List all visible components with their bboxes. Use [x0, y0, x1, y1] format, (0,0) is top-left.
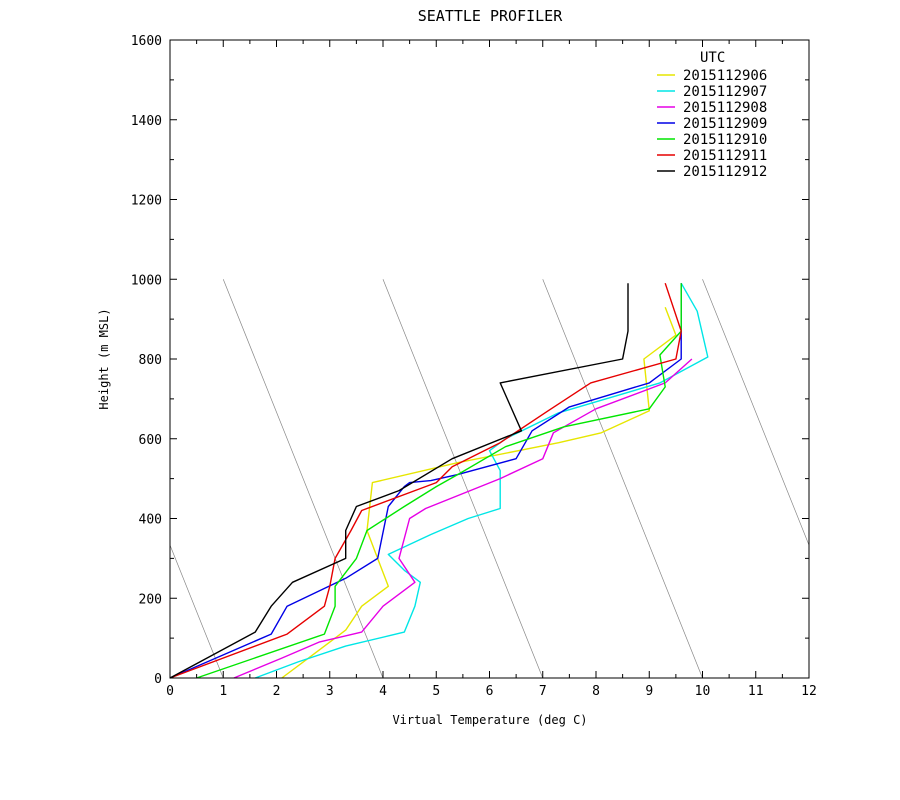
x-tick-label: 10	[695, 684, 711, 699]
legend-title: UTC	[700, 50, 725, 66]
x-tick-label: 8	[592, 684, 600, 699]
legend-label: 2015112906	[683, 68, 767, 84]
x-tick-label: 2	[273, 684, 281, 699]
y-tick-label: 800	[139, 353, 162, 368]
series-line-2015112911	[169, 282, 682, 679]
x-tick-label: 3	[326, 684, 334, 699]
x-tick-label: 4	[379, 684, 387, 699]
series-line-2015112909	[169, 283, 682, 679]
series-line-2015112907	[254, 282, 709, 679]
legend-label: 2015112909	[683, 116, 767, 132]
legend-label: 2015112908	[683, 100, 767, 116]
y-tick-label: 400	[139, 513, 162, 528]
x-tick-label: 0	[166, 684, 174, 699]
x-tick-label: 7	[539, 684, 547, 699]
y-tick-label: 1400	[131, 114, 162, 129]
adiabat-line	[222, 279, 384, 679]
adiabat-line	[702, 279, 810, 546]
y-tick-label: 0	[154, 672, 162, 687]
chart-title: SEATTLE PROFILER	[418, 7, 563, 25]
legend-items: 2015112906201511290720151129082015112909…	[657, 68, 767, 180]
series-layer	[169, 282, 709, 679]
axis-ticks: 0 1 2 3 4 5 6 7 8 9 10 11 12020040060080010001200140…	[131, 34, 817, 699]
y-tick-label: 600	[139, 433, 162, 448]
adiabat-line	[169, 544, 224, 679]
legend-label: 2015112911	[683, 148, 767, 164]
legend-label: 2015112910	[683, 132, 767, 148]
x-tick-label: 1	[219, 684, 227, 699]
adiabat-line	[382, 279, 544, 679]
x-tick-label: 12	[801, 684, 817, 699]
y-axis-label: Height (m MSL)	[97, 308, 111, 409]
x-tick-label: 11	[748, 684, 764, 699]
legend-label: 2015112907	[683, 84, 767, 100]
series-line-2015112908	[233, 358, 693, 679]
y-tick-label: 1000	[131, 273, 162, 288]
adiabat-line	[542, 279, 703, 679]
x-axis-label: Virtual Temperature (deg C)	[392, 713, 587, 727]
dry-adiabats	[169, 279, 810, 679]
y-tick-label: 1200	[131, 194, 162, 209]
legend: UTC 201511290620151129072015112908201511…	[657, 50, 767, 180]
legend-label: 2015112912	[683, 164, 767, 180]
y-tick-label: 200	[139, 592, 162, 607]
x-tick-label: 9	[645, 684, 653, 699]
y-tick-label: 1600	[131, 34, 162, 49]
series-line-2015112912	[169, 283, 629, 679]
series-line-2015112910	[196, 283, 682, 679]
x-tick-label: 6	[486, 684, 494, 699]
x-tick-label: 5	[432, 684, 440, 699]
